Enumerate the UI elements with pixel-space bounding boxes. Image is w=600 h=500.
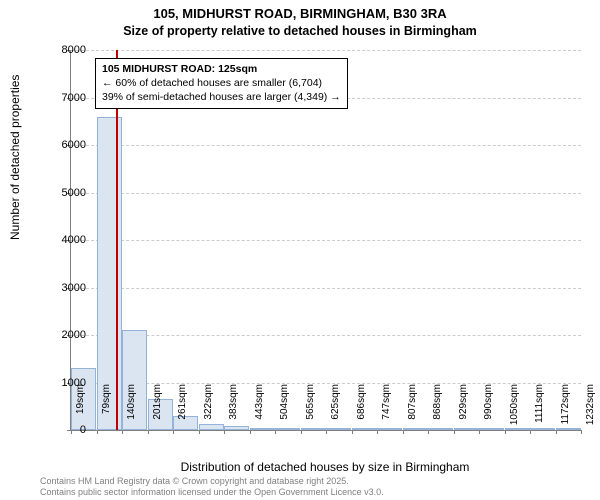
x-tick-mark — [556, 430, 557, 434]
footer-line: Contains public sector information licen… — [40, 487, 384, 498]
grid-line — [71, 288, 581, 289]
x-tick-mark — [148, 430, 149, 434]
x-tick-label: 625sqm — [330, 384, 341, 434]
x-tick-label: 990sqm — [483, 384, 494, 434]
x-tick-mark — [454, 430, 455, 434]
x-tick-label: 1232sqm — [585, 384, 596, 434]
y-axis-label: Number of detached properties — [8, 75, 22, 240]
x-tick-label: 79sqm — [101, 384, 112, 434]
grid-line — [71, 193, 581, 194]
x-tick-label: 504sqm — [279, 384, 290, 434]
y-tick-label: 3000 — [36, 282, 86, 294]
grid-line — [71, 383, 581, 384]
x-tick-mark — [581, 430, 582, 434]
y-tick-label: 6000 — [36, 139, 86, 151]
y-tick-label: 2000 — [36, 329, 86, 341]
x-tick-mark — [199, 430, 200, 434]
x-tick-label: 747sqm — [381, 384, 392, 434]
grid-line — [71, 50, 581, 51]
y-tick-label: 1000 — [36, 377, 86, 389]
x-tick-mark — [250, 430, 251, 434]
annotation-line: 39% of semi-detached houses are larger (… — [102, 90, 341, 104]
x-axis-label: Distribution of detached houses by size … — [70, 460, 580, 474]
x-tick-label: 443sqm — [254, 384, 265, 434]
x-tick-label: 261sqm — [177, 384, 188, 434]
grid-line — [71, 145, 581, 146]
chart-title-sub: Size of property relative to detached ho… — [0, 24, 600, 38]
x-tick-label: 140sqm — [126, 384, 137, 434]
footer-text: Contains HM Land Registry data © Crown c… — [40, 476, 384, 498]
x-tick-mark — [530, 430, 531, 434]
x-tick-label: 201sqm — [152, 384, 163, 434]
x-tick-label: 322sqm — [203, 384, 214, 434]
x-tick-label: 807sqm — [407, 384, 418, 434]
y-tick-label: 5000 — [36, 187, 86, 199]
x-tick-mark — [479, 430, 480, 434]
x-tick-mark — [122, 430, 123, 434]
x-tick-label: 383sqm — [228, 384, 239, 434]
x-tick-label: 1111sqm — [534, 384, 545, 434]
x-tick-mark — [428, 430, 429, 434]
x-tick-mark — [326, 430, 327, 434]
y-tick-label: 7000 — [36, 92, 86, 104]
x-tick-label: 686sqm — [356, 384, 367, 434]
x-tick-mark — [97, 430, 98, 434]
grid-line — [71, 240, 581, 241]
x-tick-mark — [275, 430, 276, 434]
x-tick-mark — [173, 430, 174, 434]
annotation-line: ← 60% of detached houses are smaller (6,… — [102, 76, 341, 90]
x-tick-mark — [352, 430, 353, 434]
y-tick-label: 8000 — [36, 44, 86, 56]
x-tick-mark — [301, 430, 302, 434]
x-tick-label: 565sqm — [305, 384, 316, 434]
footer-line: Contains HM Land Registry data © Crown c… — [40, 476, 384, 487]
x-tick-label: 868sqm — [432, 384, 443, 434]
x-tick-mark — [403, 430, 404, 434]
x-tick-label: 929sqm — [458, 384, 469, 434]
chart-container: 105, MIDHURST ROAD, BIRMINGHAM, B30 3RA … — [0, 0, 600, 500]
x-tick-label: 1050sqm — [509, 384, 520, 434]
chart-title-main: 105, MIDHURST ROAD, BIRMINGHAM, B30 3RA — [0, 6, 600, 21]
y-tick-label: 4000 — [36, 234, 86, 246]
x-tick-mark — [224, 430, 225, 434]
grid-line — [71, 335, 581, 336]
annotation-line: 105 MIDHURST ROAD: 125sqm — [102, 62, 341, 76]
annotation-box: 105 MIDHURST ROAD: 125sqm← 60% of detach… — [95, 58, 348, 109]
y-tick-label: 0 — [36, 424, 86, 436]
x-tick-mark — [377, 430, 378, 434]
x-tick-label: 1172sqm — [560, 384, 571, 434]
x-tick-mark — [505, 430, 506, 434]
